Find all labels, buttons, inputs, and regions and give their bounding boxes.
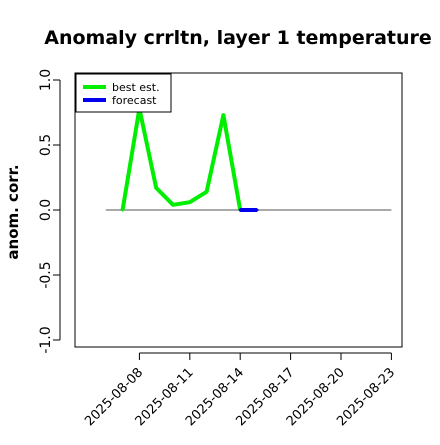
legend: best est.forecast <box>75 73 172 113</box>
data-point-forecast-1 <box>255 208 259 212</box>
legend-label: forecast <box>112 94 157 107</box>
y-tick-label: 0.0 <box>38 199 54 221</box>
y-axis-label: anom. corr. <box>4 164 22 259</box>
data-point-best-est-4 <box>188 200 192 204</box>
series-line-best-est <box>120 106 243 211</box>
y-tick-label: 1.0 <box>38 69 54 91</box>
legend-box <box>75 73 172 113</box>
data-point-best-est-6 <box>221 113 225 117</box>
data-point-best-est-2 <box>154 186 158 190</box>
y-axis: -1.0 -0.5 0.0 0.5 1.0 <box>38 69 61 354</box>
plot-frame <box>74 72 403 348</box>
data-point-best-est-5 <box>205 190 209 194</box>
chart-title: Anomaly crrltn, layer 1 temperature <box>44 27 432 49</box>
y-tick-label: -0.5 <box>38 261 54 288</box>
data-point-best-est-0 <box>121 208 125 212</box>
y-tick-label: 0.5 <box>38 134 54 156</box>
data-point-best-est-3 <box>171 203 175 207</box>
series-layer <box>120 106 259 212</box>
data-point-forecast-0 <box>238 208 242 212</box>
legend-label: best est. <box>112 81 160 94</box>
y-tick-label: -1.0 <box>38 326 54 353</box>
x-axis: 2025-08-082025-08-112025-08-142025-08-17… <box>82 352 398 429</box>
